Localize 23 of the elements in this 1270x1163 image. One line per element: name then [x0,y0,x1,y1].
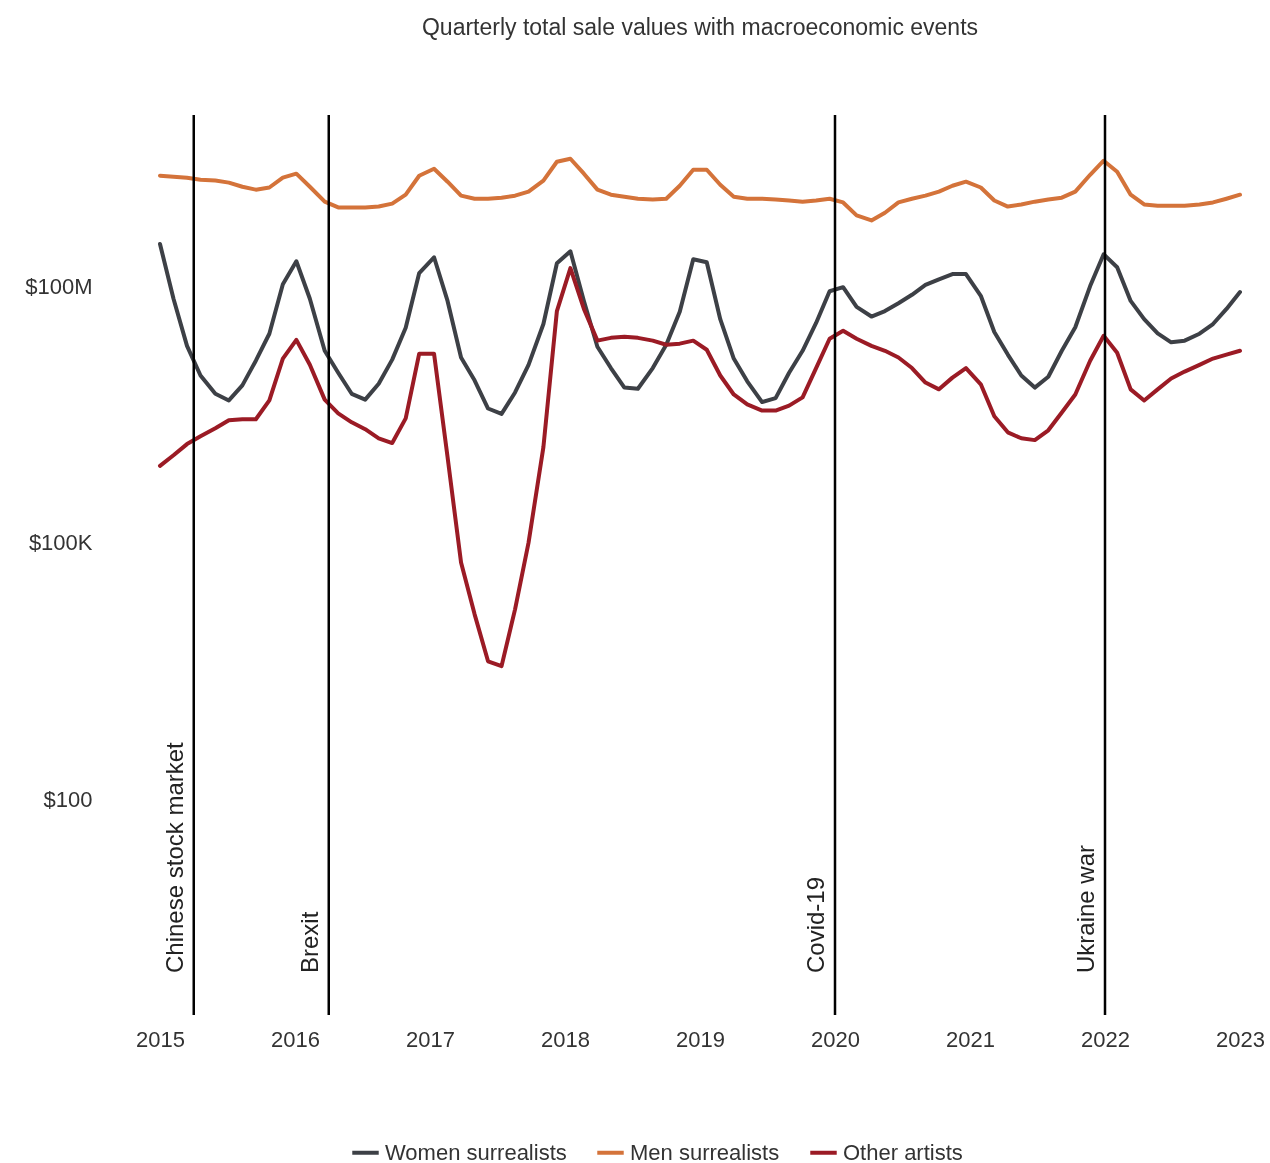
x-tick-label: 2015 [136,1026,185,1052]
y-tick-label: $100 [43,786,93,812]
ref-line-label: Ukraine war [1072,844,1099,973]
legend-label: Women surrealists [385,1139,567,1163]
line-series [158,266,1242,669]
chart-title: Quarterly total sale values with macroeconomic events [421,13,979,40]
x-tick-label: 2020 [811,1026,860,1052]
x-tick-label: 2016 [271,1026,320,1052]
y-tick-label: $100M [25,273,93,299]
x-tick-label: 2018 [541,1026,590,1052]
line-series [158,156,1242,223]
x-tick-label: 2021 [946,1026,995,1052]
x-tick-label: 2019 [676,1026,725,1052]
y-tick-label: $100K [28,530,93,556]
line-series [158,242,1242,416]
ref-line-label: Covid-19 [802,876,829,973]
x-tick-label: 2017 [406,1026,455,1052]
ref-line-label: Chinese stock market [160,741,188,973]
x-tick-label: 2022 [1081,1026,1130,1052]
ref-line-label: Brexit [295,911,323,973]
legend-label: Other artists [843,1139,963,1163]
legend-label: Men surrealists [630,1139,780,1163]
x-tick-label: 2023 [1216,1026,1265,1052]
